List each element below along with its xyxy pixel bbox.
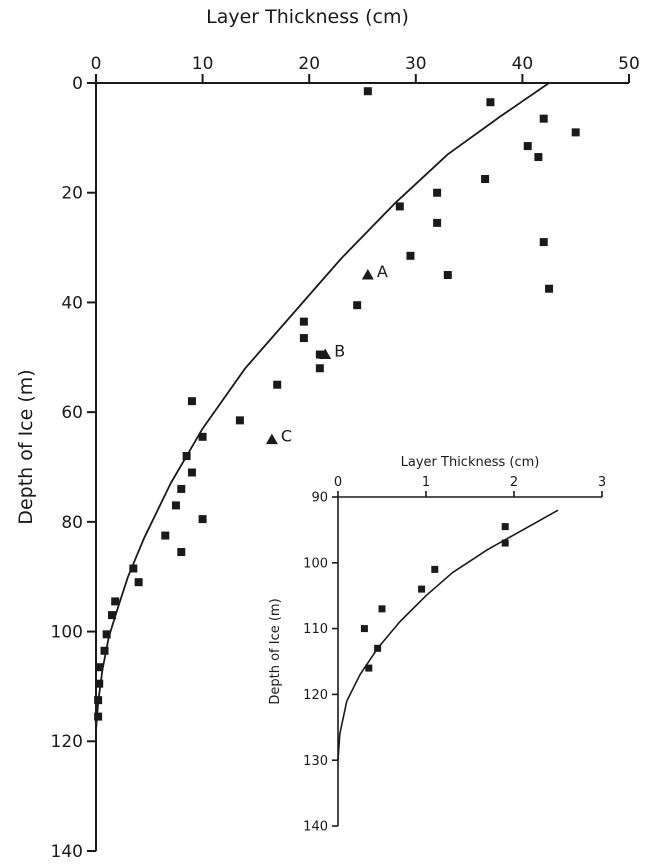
main-x-tick-label: 30 (405, 54, 427, 74)
main-data-point (273, 380, 282, 389)
main-data-point (433, 218, 442, 227)
inset-data-point (360, 625, 368, 633)
main-data-point (102, 630, 111, 639)
main-data-point (111, 597, 120, 606)
main-labeled-point-label: A (377, 262, 388, 281)
main-labeled-point (361, 269, 374, 280)
main-x-tick-label: 0 (91, 54, 102, 74)
main-y-tick-label: 40 (61, 293, 83, 313)
inset-y-axis-title: Depth of Ice (m) (268, 598, 283, 704)
main-data-point (187, 397, 196, 406)
inset-y-tick-label: 120 (303, 688, 328, 703)
main-data-point (523, 142, 532, 151)
inset-x-axis-title: Layer Thickness (cm) (401, 455, 540, 470)
main-data-point (315, 364, 324, 373)
main-data-point (94, 696, 103, 705)
main-y-axis-title: Depth of Ice (m) (15, 369, 37, 524)
main-y-tick-label: 60 (61, 403, 83, 423)
main-data-point (539, 114, 548, 123)
main-labeled-point-label: B (334, 342, 345, 361)
main-data-point (235, 416, 244, 425)
main-data-point (481, 175, 490, 183)
inset-plot: 0 1 2 3 90 100 110 120 130 140 Layer Thickness (cm… (268, 455, 606, 835)
main-x-tick-label: 20 (298, 54, 320, 74)
main-data-point (177, 548, 186, 557)
main-data-point (198, 432, 207, 441)
main-data-point (161, 531, 170, 540)
main-y-tick-label: 140 (51, 842, 83, 862)
main-y-tick-label: 20 (61, 184, 83, 204)
main-x-axis-title: Layer Thickness (cm) (206, 6, 409, 28)
inset-x-tick-label: 1 (422, 475, 430, 490)
main-data-point (486, 98, 495, 107)
main-y-tick-label: 0 (72, 74, 83, 94)
main-data-point (395, 202, 404, 211)
inset-data-point (501, 539, 509, 547)
inset-x-tick-label: 0 (334, 475, 342, 490)
main-data-point (94, 712, 103, 721)
main-data-point (299, 317, 308, 326)
inset-y-tick-label: 130 (303, 754, 328, 769)
inset-data-point (378, 605, 386, 613)
main-data-point (545, 284, 554, 293)
main-y-tick-label: 100 (51, 623, 83, 643)
main-data-point (182, 452, 191, 461)
main-data-point (198, 515, 207, 524)
main-data-point (353, 301, 362, 310)
main-x-tick-label: 50 (618, 54, 640, 74)
main-data-point (363, 87, 372, 96)
inset-model-curve (337, 509, 559, 761)
main-labeled-point-label: C (281, 427, 292, 446)
main-data-point (177, 484, 186, 493)
main-x-tick-label: 40 (512, 54, 534, 74)
main-x-tick-label: 10 (192, 54, 214, 74)
inset-data-point (501, 523, 509, 531)
main-data-point (534, 153, 543, 162)
main-y-tick-label: 120 (51, 732, 83, 752)
main-data-point (134, 578, 143, 587)
inset-x-tick-label: 2 (510, 475, 518, 490)
inset-data-point (418, 585, 426, 593)
main-labeled-point (265, 433, 278, 445)
main-data-point (100, 646, 109, 655)
main-labeled-point (319, 348, 332, 360)
inset-y-tick-label: 140 (303, 820, 328, 835)
inset-data-point (374, 644, 382, 652)
main-y-tick-label: 80 (61, 513, 83, 533)
main-data-point (95, 679, 104, 688)
main-data-point (443, 271, 452, 279)
main-data-point (571, 128, 580, 137)
main-data-point (539, 238, 548, 247)
inset-y-tick-label: 90 (311, 491, 328, 506)
main-data-point (171, 501, 180, 510)
inset-data-point (431, 565, 439, 573)
inset-y-tick-label: 100 (303, 556, 328, 571)
main-data-point (107, 611, 116, 620)
inset-data-point (365, 664, 373, 672)
main-data-point (315, 350, 324, 359)
inset-y-tick-label: 110 (303, 622, 328, 637)
main-data-point (187, 468, 196, 477)
main-data-point (406, 251, 415, 260)
main-data-point (433, 188, 442, 197)
inset-x-tick-label: 3 (598, 475, 606, 490)
main-data-point (129, 564, 138, 573)
main-data-point (95, 663, 104, 672)
main-data-point (299, 334, 308, 343)
